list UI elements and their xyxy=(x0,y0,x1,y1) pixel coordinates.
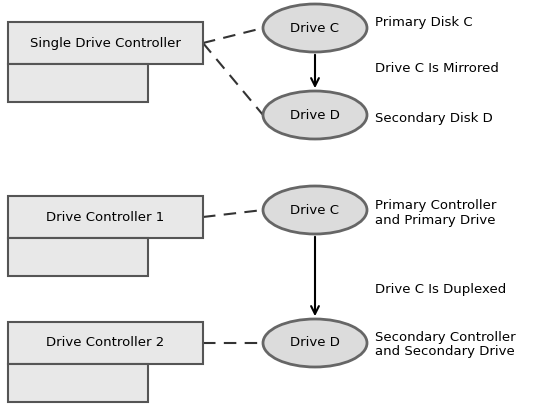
Text: Primary Controller: Primary Controller xyxy=(375,199,496,211)
Text: Drive C Is Mirrored: Drive C Is Mirrored xyxy=(375,61,499,75)
Text: Drive D: Drive D xyxy=(290,337,340,349)
Bar xyxy=(8,322,203,364)
Text: Drive C: Drive C xyxy=(290,21,339,35)
Bar xyxy=(8,64,148,102)
Text: Drive C: Drive C xyxy=(290,204,339,216)
Text: and Secondary Drive: and Secondary Drive xyxy=(375,346,515,358)
Text: Drive D: Drive D xyxy=(290,108,340,122)
Text: Secondary Controller: Secondary Controller xyxy=(375,330,516,344)
Text: Drive Controller 1: Drive Controller 1 xyxy=(46,211,164,223)
Ellipse shape xyxy=(263,319,367,367)
Text: Secondary Disk D: Secondary Disk D xyxy=(375,112,493,124)
Ellipse shape xyxy=(263,186,367,234)
Ellipse shape xyxy=(263,91,367,139)
Text: Drive Controller 2: Drive Controller 2 xyxy=(46,337,164,349)
Bar xyxy=(8,238,148,276)
Text: and Primary Drive: and Primary Drive xyxy=(375,213,496,227)
Bar xyxy=(8,196,203,238)
Text: Primary Disk C: Primary Disk C xyxy=(375,16,473,28)
Text: Single Drive Controller: Single Drive Controller xyxy=(30,37,181,49)
Text: Drive C Is Duplexed: Drive C Is Duplexed xyxy=(375,283,506,297)
Bar xyxy=(8,364,148,402)
Bar xyxy=(8,22,203,64)
Ellipse shape xyxy=(263,4,367,52)
